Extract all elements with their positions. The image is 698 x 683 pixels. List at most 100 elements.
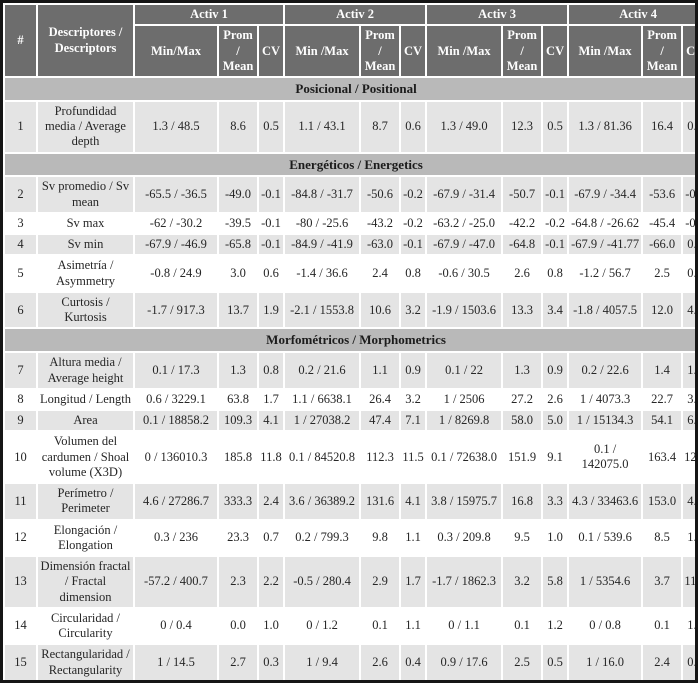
cv-value: -0.1 xyxy=(256,233,286,257)
table-row: 12 Elongación / Elongation 0.3 / 236 23.3 0.… xyxy=(3,518,695,558)
cv-value: 5.8 xyxy=(541,555,570,609)
minmax-value: 0.2 / 799.3 xyxy=(283,518,362,558)
cv-value: -0.1 xyxy=(541,175,570,214)
descriptor-label: Area xyxy=(36,409,135,433)
mean-value: 109.3 xyxy=(217,409,259,433)
minmax-value: 1 / 2506 xyxy=(425,387,504,412)
cv-value: 7.1 xyxy=(399,409,428,433)
mean-value: 2.4 xyxy=(641,643,684,680)
cv-value: 1.9 xyxy=(256,290,286,330)
mean-value: 2.6 xyxy=(501,254,544,293)
row-number: 16 xyxy=(3,679,38,680)
group-header-activ4: Activ 4 xyxy=(567,3,695,27)
cv-value: 6.7 xyxy=(681,409,695,433)
cv-value: 1.7 xyxy=(256,387,286,412)
minmax-value: -65.5 / -36.5 xyxy=(133,175,219,214)
minmax-value: 3.8 / 15975.7 xyxy=(425,482,504,521)
table-row: 11 Perímetro / Perimeter 4.6 / 27286.7 333.… xyxy=(3,482,695,521)
mean-value: 153.0 xyxy=(641,482,684,521)
descriptor-label: Perímetro / Perimeter xyxy=(36,482,135,521)
mean-value: -42.2 xyxy=(501,211,544,236)
subheader-cv: CV xyxy=(399,24,428,78)
descriptor-label: Altura media / Average height xyxy=(36,351,135,390)
mean-value: 53.3 xyxy=(501,679,544,680)
descriptor-label: Profundidad media / Average depth xyxy=(36,99,135,154)
cv-value: 1.2 xyxy=(681,518,695,558)
minmax-value: 1 / 15134.3 xyxy=(567,409,644,433)
row-number: 10 xyxy=(3,430,38,485)
row-number: 2 xyxy=(3,175,38,214)
minmax-value: 1 / 27038.2 xyxy=(283,409,362,433)
descriptors-table: # Descriptores / Descriptors Activ 1 Act… xyxy=(3,3,695,680)
cv-value: 1.0 xyxy=(256,606,286,646)
minmax-value: 0.1 / 142075.0 xyxy=(567,430,644,485)
minmax-value: 0.1 / 84520.8 xyxy=(283,430,362,485)
table-row: 8 Longitud / Length 0.6 / 3229.1 63.8 1.7 1.1… xyxy=(3,387,695,412)
table-row: 4 Sv min -67.9 / -46.9 -65.8 -0.1 -84.9 / -41… xyxy=(3,233,695,257)
cv-value: 3.3 xyxy=(681,387,695,412)
mean-value: 54.1 xyxy=(641,409,684,433)
minmax-value: -67.9 / -46.9 xyxy=(133,233,219,257)
cv-value: -0.2 xyxy=(399,211,428,236)
mean-value: -43.2 xyxy=(359,211,402,236)
minmax-value: 0.1 / 539.6 xyxy=(567,518,644,558)
row-number: 4 xyxy=(3,233,38,257)
mean-value: 9.8 xyxy=(359,518,402,558)
cv-value: 1.2 xyxy=(541,606,570,646)
mean-value: -39.5 xyxy=(217,211,259,236)
cv-value: 9.1 xyxy=(541,430,570,485)
cv-value: 4.2 xyxy=(681,290,695,330)
minmax-value: 0 / 0.4 xyxy=(133,606,219,646)
cv-value: 4.1 xyxy=(399,482,428,521)
mean-value: 22.7 xyxy=(641,387,684,412)
minmax-value: 1.3 / 48.5 xyxy=(133,99,219,154)
minmax-value: 0.9 / 17.6 xyxy=(425,643,504,680)
minmax-value: -1.9 / 1503.6 xyxy=(425,290,504,330)
section-row: Posicional / Positional xyxy=(3,76,695,102)
minmax-value: 0 / 0.8 xyxy=(567,606,644,646)
section-header: Morfométricos / Morphometrics xyxy=(3,327,695,354)
group-header-activ2: Activ 2 xyxy=(283,3,428,27)
minmax-value: 0.1 / 22 xyxy=(425,351,504,390)
cv-value: 4.1 xyxy=(256,409,286,433)
minmax-value: 0.1 / 72638.0 xyxy=(425,430,504,485)
cv-value: 3.2 xyxy=(399,290,428,330)
minmax-value: -1.7 / 1862.3 xyxy=(425,555,504,609)
table-row: 6 Curtosis / Kurtosis -1.7 / 917.3 13.7 1.9-… xyxy=(3,290,695,330)
row-number: 8 xyxy=(3,387,38,412)
mean-value: 12.0 xyxy=(641,290,684,330)
minmax-value: -84.9 / -41.9 xyxy=(283,233,362,257)
mean-value: -64.8 xyxy=(501,233,544,257)
cv-value: 1.1 xyxy=(681,606,695,646)
mean-value: 112.3 xyxy=(359,430,402,485)
row-number: 1 xyxy=(3,99,38,154)
section-header: Posicional / Positional xyxy=(3,76,695,102)
cv-value: 3.3 xyxy=(541,482,570,521)
minmax-value: -0.8 / 24.9 xyxy=(133,254,219,293)
row-number: 14 xyxy=(3,606,38,646)
cv-value: 0.6 xyxy=(399,99,428,154)
cv-value: 1.7 xyxy=(399,555,428,609)
mean-value: 1.3 xyxy=(217,351,259,390)
cv-value: 11.5 xyxy=(399,430,428,485)
descriptor-label: Longitud / Length xyxy=(36,387,135,412)
cv-value: 11.8 xyxy=(256,430,286,485)
mean-value: -50.7 xyxy=(501,175,544,214)
cv-value: 2.2 xyxy=(256,555,286,609)
mean-value: 1.3 xyxy=(501,351,544,390)
mean-value: -49.0 xyxy=(217,175,259,214)
minmax-value: 1 / 5354.6 xyxy=(567,555,644,609)
minmax-value: 1.1 / 43.1 xyxy=(283,99,362,154)
table-body: Posicional / Positional 1 Profundidad medi… xyxy=(3,76,695,680)
mean-value: 2.4 xyxy=(359,254,402,293)
row-number: 6 xyxy=(3,290,38,330)
cv-value: 3.2 xyxy=(399,387,428,412)
subheader-mean: Prom / Mean xyxy=(359,24,402,78)
row-number: 3 xyxy=(3,211,38,236)
col-header-descriptors: Descriptores / Descriptors xyxy=(36,3,135,78)
mean-value: 10.6 xyxy=(359,290,402,330)
mean-value: 185.8 xyxy=(217,430,259,485)
cv-value: 0.8 xyxy=(541,254,570,293)
mean-value: 333.3 xyxy=(217,482,259,521)
